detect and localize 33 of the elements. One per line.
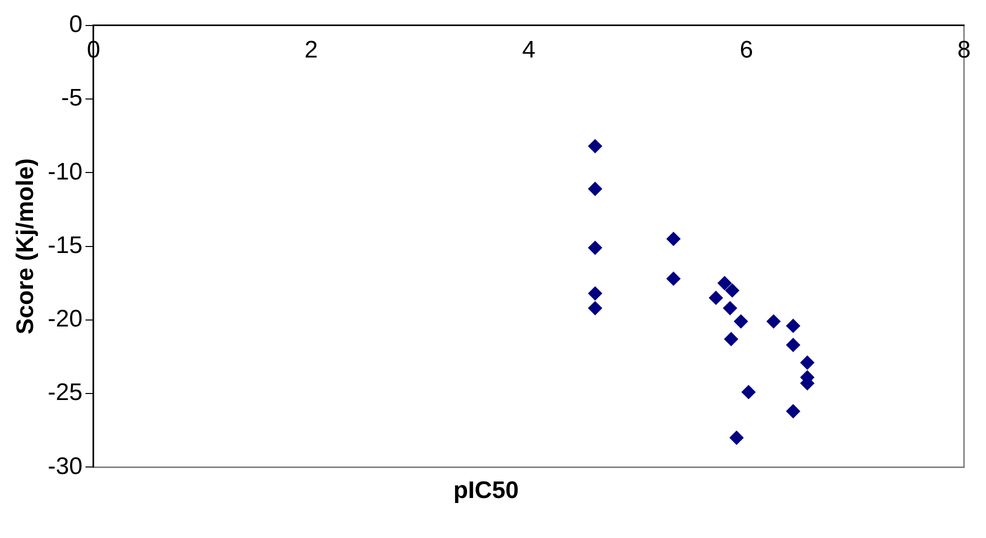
point [588,301,602,316]
y-axis-title: Score (Kj/mole) [12,158,40,334]
point [724,332,738,346]
point [666,232,680,246]
point [800,356,814,370]
point [708,290,723,305]
y-tick-label: 0 [69,11,82,38]
point [588,182,602,196]
point [786,338,800,352]
y-tick-label: -30 [48,452,82,480]
point [588,139,602,154]
point [734,314,748,328]
x-tick-label: 4 [522,36,536,64]
point [718,276,732,290]
point [723,301,738,316]
point [730,430,744,445]
point [742,385,756,400]
point [786,318,800,333]
point [666,272,680,286]
y-tick-label: -5 [61,84,82,112]
y-tick-label: -25 [48,379,82,406]
y-tick-label: -15 [48,232,82,259]
point [766,314,781,328]
point [588,240,602,255]
point [588,286,602,300]
x-tick-label: 2 [304,36,318,64]
point [786,404,800,418]
y-tick-label: -20 [48,306,82,333]
x-axis-title: pIC50 [453,477,519,504]
x-tick-label: 6 [740,36,754,64]
y-tick-label: -10 [48,158,82,186]
x-tick-label: 8 [957,36,971,64]
point [725,283,740,298]
